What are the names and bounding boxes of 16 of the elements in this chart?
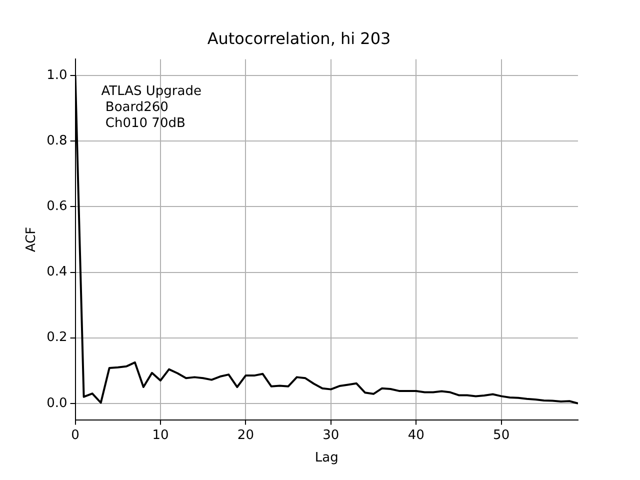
annotation: ATLAS Upgrade Board260 Ch010 70dB: [101, 84, 202, 132]
x-tick-label: 0: [71, 428, 80, 443]
y-tick-label: 0.2: [46, 330, 68, 346]
y-tick-label: 1.0: [46, 68, 68, 83]
x-tick-label: 20: [237, 428, 254, 443]
x-tick-label: 30: [322, 428, 340, 443]
x-tick-label: 50: [493, 428, 510, 443]
x-tick-label: 10: [152, 428, 169, 443]
x-axis-title: Lag: [314, 450, 338, 466]
y-axis-title: ACF: [24, 226, 40, 252]
y-tick-label: 0.0: [46, 396, 68, 411]
chart-title: Autocorrelation, hi 203: [207, 28, 391, 48]
x-tick-label: 40: [408, 428, 424, 443]
y-tick-label: 0.4: [46, 264, 68, 280]
y-tick-label: 0.8: [46, 134, 68, 149]
y-tick-label: 0.6: [46, 199, 68, 214]
